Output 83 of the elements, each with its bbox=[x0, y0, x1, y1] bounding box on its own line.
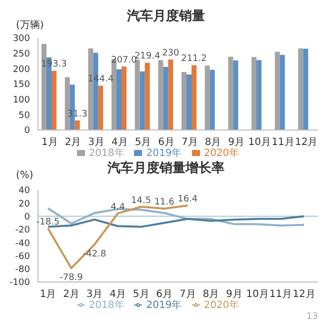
x-tick-label: 5月 bbox=[134, 137, 152, 148]
y-tick-label: -100 bbox=[10, 278, 30, 288]
x-tick-label: 12月 bbox=[294, 137, 318, 148]
data-label: 14.5 bbox=[131, 196, 152, 206]
bar bbox=[122, 66, 126, 130]
bar bbox=[280, 54, 285, 130]
x-tick-label: 5月 bbox=[132, 289, 150, 300]
x-tick-label: 1月 bbox=[41, 137, 58, 148]
bar bbox=[252, 57, 256, 130]
x-tick-label: 4月 bbox=[110, 289, 126, 300]
legend-label: 2020年 bbox=[204, 300, 240, 311]
bar bbox=[116, 69, 122, 130]
y-tick-label: 300 bbox=[12, 34, 30, 44]
x-tick-label: 10月 bbox=[246, 289, 269, 300]
x-tick-label: 9月 bbox=[226, 289, 242, 300]
x-tick-label: 8月 bbox=[202, 289, 220, 300]
x-tick-label: 3月 bbox=[86, 289, 103, 300]
y-tick-label: 0 bbox=[24, 212, 30, 222]
bar bbox=[228, 56, 234, 130]
x-tick-label: 7月 bbox=[181, 137, 198, 148]
y-tick-label: -80 bbox=[15, 265, 30, 276]
y-axis-title: (万辆) bbox=[16, 19, 44, 32]
legend-label: 2020年 bbox=[204, 148, 240, 159]
y-tick-label: 20 bbox=[18, 199, 30, 210]
data-label: 16.4 bbox=[178, 194, 198, 205]
y-tick-label: 40 bbox=[18, 186, 30, 196]
y-tick-label: 50 bbox=[18, 110, 30, 121]
data-label: 211.2 bbox=[181, 54, 207, 64]
x-tick-label: 3月 bbox=[88, 137, 105, 148]
x-tick-label: 2月 bbox=[64, 137, 82, 148]
y-tick-label: -20 bbox=[15, 226, 30, 236]
x-tick-label: 12月 bbox=[292, 289, 316, 300]
x-tick-label: 6月 bbox=[158, 137, 175, 148]
bar bbox=[64, 77, 70, 130]
x-tick-label: 9月 bbox=[228, 137, 245, 148]
data-label: 207.0 bbox=[111, 56, 138, 66]
bar bbox=[182, 72, 186, 130]
y-tick-label: 150 bbox=[12, 80, 30, 90]
legend-label: 2018年 bbox=[88, 148, 124, 159]
bar bbox=[186, 74, 192, 130]
data-label: -18.5 bbox=[36, 217, 60, 228]
bar bbox=[192, 65, 196, 130]
data-label: -78.9 bbox=[60, 273, 84, 284]
bar bbox=[74, 120, 80, 130]
bar bbox=[204, 66, 210, 130]
text: 13 bbox=[306, 312, 319, 322]
x-tick-label: 2月 bbox=[63, 289, 80, 300]
legend-label: 2019年 bbox=[146, 300, 182, 311]
bar bbox=[274, 52, 280, 130]
bar bbox=[163, 66, 168, 130]
bar bbox=[144, 62, 150, 130]
bar bbox=[98, 86, 104, 130]
x-tick-label: 10月 bbox=[248, 137, 272, 148]
bar bbox=[168, 59, 174, 130]
y-tick-label: 100 bbox=[12, 96, 30, 106]
x-tick-label: 11月 bbox=[269, 289, 292, 300]
y-tick-label: -60 bbox=[15, 252, 30, 262]
bar bbox=[298, 48, 304, 130]
legend-label: 2018年 bbox=[88, 300, 124, 311]
x-tick-label: 11月 bbox=[272, 137, 294, 148]
y-axis-title: (%) bbox=[16, 170, 34, 181]
bar bbox=[140, 71, 145, 130]
data-label: 11.6 bbox=[154, 198, 175, 208]
bar bbox=[210, 70, 215, 130]
y-tick-label: 250 bbox=[12, 50, 30, 60]
y-tick-label: 200 bbox=[12, 64, 30, 75]
x-tick-label: 8月 bbox=[204, 137, 222, 148]
y-tick-label: 0 bbox=[24, 126, 30, 136]
bar bbox=[256, 60, 262, 130]
chart-title: 汽车月度销量增长率 bbox=[108, 161, 224, 176]
bar bbox=[303, 48, 308, 130]
bar bbox=[52, 70, 56, 130]
bar bbox=[158, 60, 164, 130]
y-tick-label: -40 bbox=[15, 238, 30, 249]
legend-label: 2019年 bbox=[146, 148, 182, 159]
x-tick-label: 4月 bbox=[111, 137, 128, 148]
bar bbox=[134, 60, 140, 130]
bar bbox=[233, 60, 238, 130]
x-tick-label: 6月 bbox=[156, 289, 173, 300]
data-label: 230 bbox=[162, 48, 180, 58]
x-tick-label: 7月 bbox=[179, 289, 196, 300]
chart-title: 汽车月度销量 bbox=[127, 9, 205, 24]
x-tick-label: 1月 bbox=[40, 289, 56, 300]
